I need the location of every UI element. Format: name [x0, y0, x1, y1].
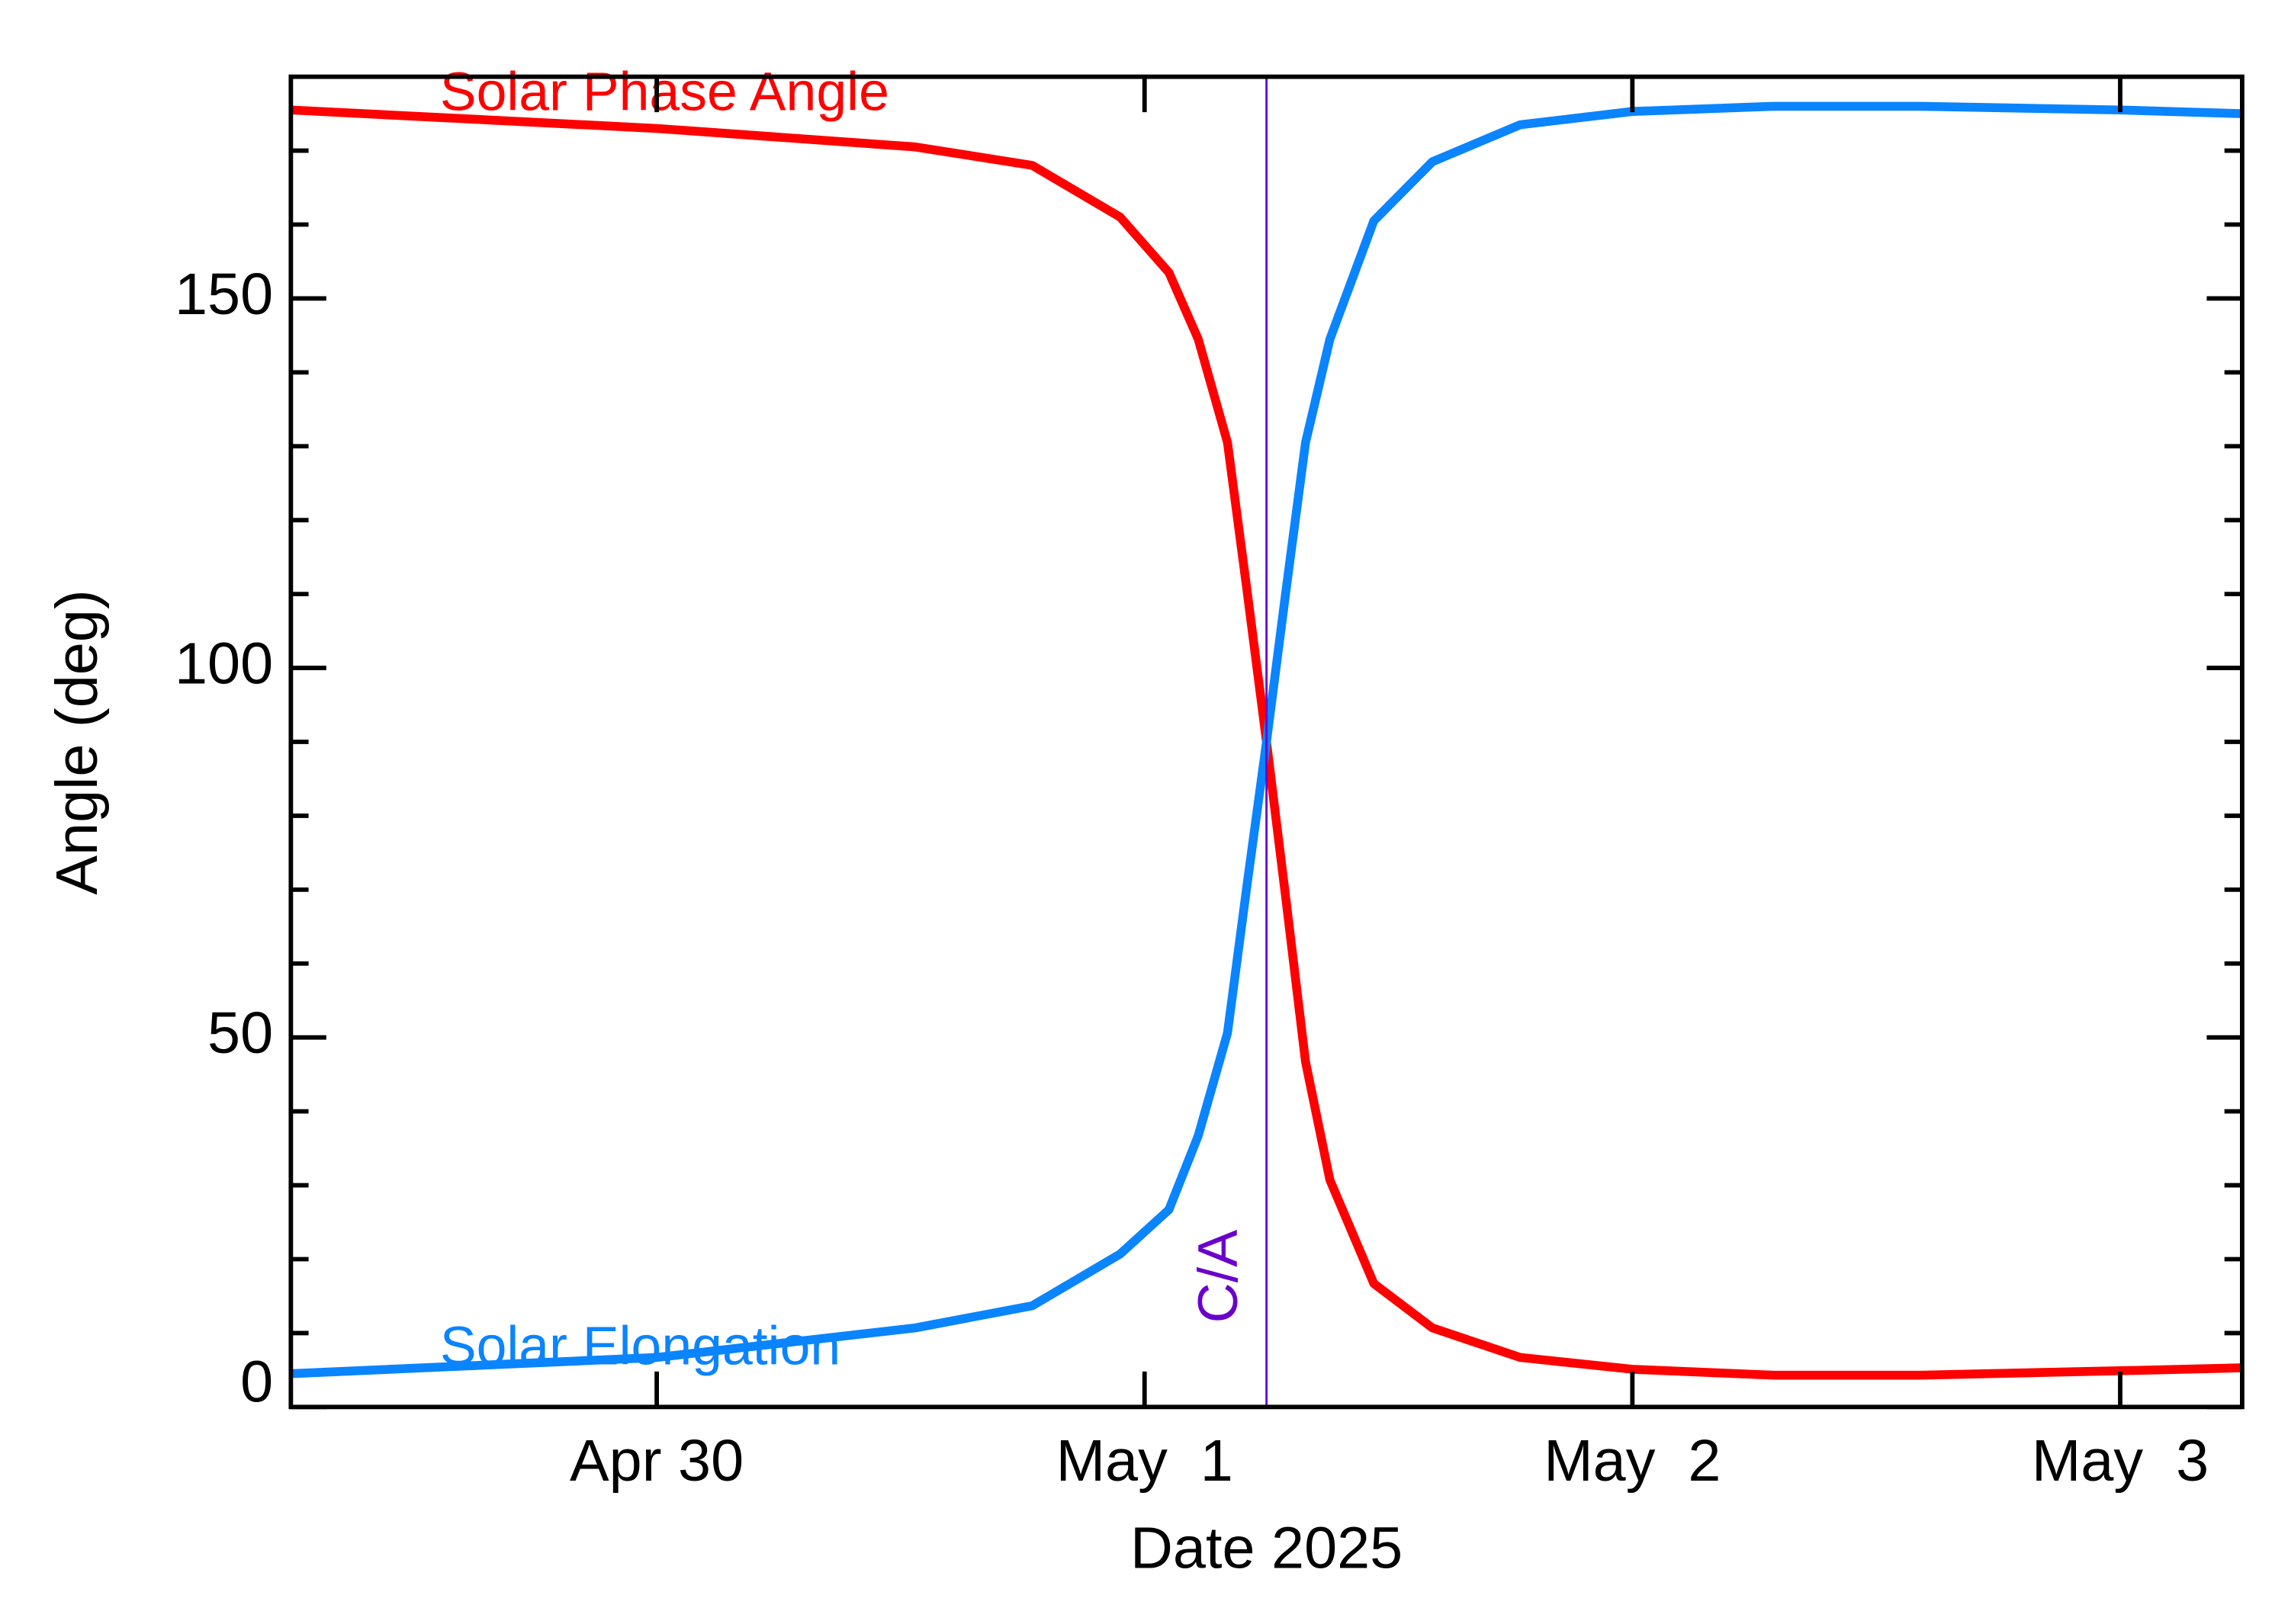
- series-line: [291, 101, 2243, 1378]
- y-tick-label: 0: [240, 1350, 273, 1415]
- y-tick-label: 50: [207, 1000, 273, 1066]
- series-label: Solar Phase Angle: [440, 62, 889, 123]
- series-label: Solar Elongation: [440, 1316, 840, 1377]
- series-line: [291, 105, 2243, 1380]
- x-tick-label: May 3: [2032, 1428, 2209, 1494]
- x-tick-label: Apr 30: [570, 1428, 744, 1494]
- closest-approach-label: C/A: [1186, 1230, 1249, 1324]
- x-tick-label: May 2: [1544, 1428, 1721, 1494]
- x-axis-label: Date 2025: [1130, 1515, 1403, 1581]
- y-tick-label: 100: [175, 631, 273, 697]
- y-axis-label: Angle (deg): [44, 589, 110, 894]
- x-tick-label: May 1: [1056, 1428, 1233, 1494]
- y-tick-label: 150: [175, 262, 273, 327]
